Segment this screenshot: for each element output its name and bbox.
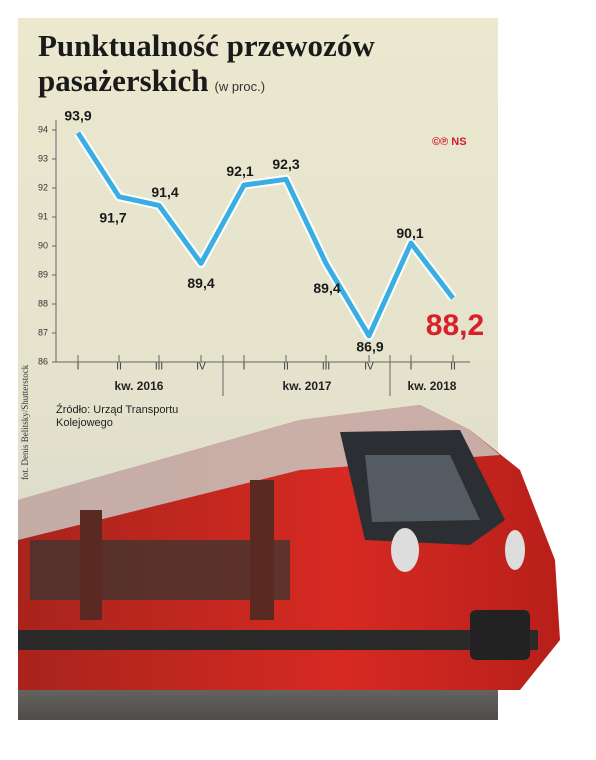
y-tick-label: 94 bbox=[38, 124, 48, 134]
value-label: 89,4 bbox=[313, 280, 340, 296]
x-tick-label: I bbox=[410, 362, 413, 373]
y-tick-label: 93 bbox=[38, 153, 48, 163]
value-label: 91,7 bbox=[99, 209, 126, 225]
subtitle: (w proc.) bbox=[214, 79, 266, 94]
group-label: kw. 2016 bbox=[115, 379, 164, 393]
x-tick-label: II bbox=[283, 362, 289, 373]
y-tick-label: 88 bbox=[38, 298, 48, 308]
y-tick-label: 92 bbox=[38, 182, 48, 192]
value-label: 92,1 bbox=[226, 163, 253, 179]
value-label: 89,4 bbox=[187, 275, 214, 291]
chart-title: Punktualność przewozów pasażerskich bbox=[38, 28, 375, 98]
value-label: 93,9 bbox=[64, 108, 91, 124]
y-tick-label: 91 bbox=[38, 211, 48, 221]
x-tick-label: I bbox=[243, 362, 246, 373]
x-tick-label: III bbox=[322, 362, 330, 373]
value-label: 90,1 bbox=[396, 225, 423, 241]
value-label: 86,9 bbox=[356, 339, 383, 355]
x-tick-label: II bbox=[450, 362, 456, 373]
x-tick-label: I bbox=[77, 362, 80, 373]
y-tick-label: 90 bbox=[38, 240, 48, 250]
line bbox=[75, 131, 455, 339]
x-tick-label: III bbox=[155, 362, 163, 373]
group-label: kw. 2017 bbox=[283, 379, 332, 393]
source: Źródło: Urząd Transportu Kolejowego bbox=[56, 404, 179, 429]
x-tick-label: II bbox=[116, 362, 122, 373]
x-tick-label: IV bbox=[196, 362, 206, 373]
x-tick-label: IV bbox=[364, 362, 374, 373]
value-label: 91,4 bbox=[151, 184, 178, 200]
train-photo bbox=[18, 405, 560, 720]
y-tick-label: 87 bbox=[38, 327, 48, 337]
y-tick-label: 89 bbox=[38, 269, 48, 279]
copyright: ©℗ NS bbox=[432, 136, 467, 148]
y-tick-label: 86 bbox=[38, 356, 48, 366]
group-label: kw. 2018 bbox=[408, 379, 457, 393]
title-block: Punktualność przewozów pasażerskich (w pr… bbox=[38, 28, 418, 104]
photo-credit: fot. Denis Belitsky/Shutterstock bbox=[20, 364, 30, 480]
value-label: 88,2 bbox=[426, 309, 484, 342]
value-label: 92,3 bbox=[272, 156, 299, 172]
